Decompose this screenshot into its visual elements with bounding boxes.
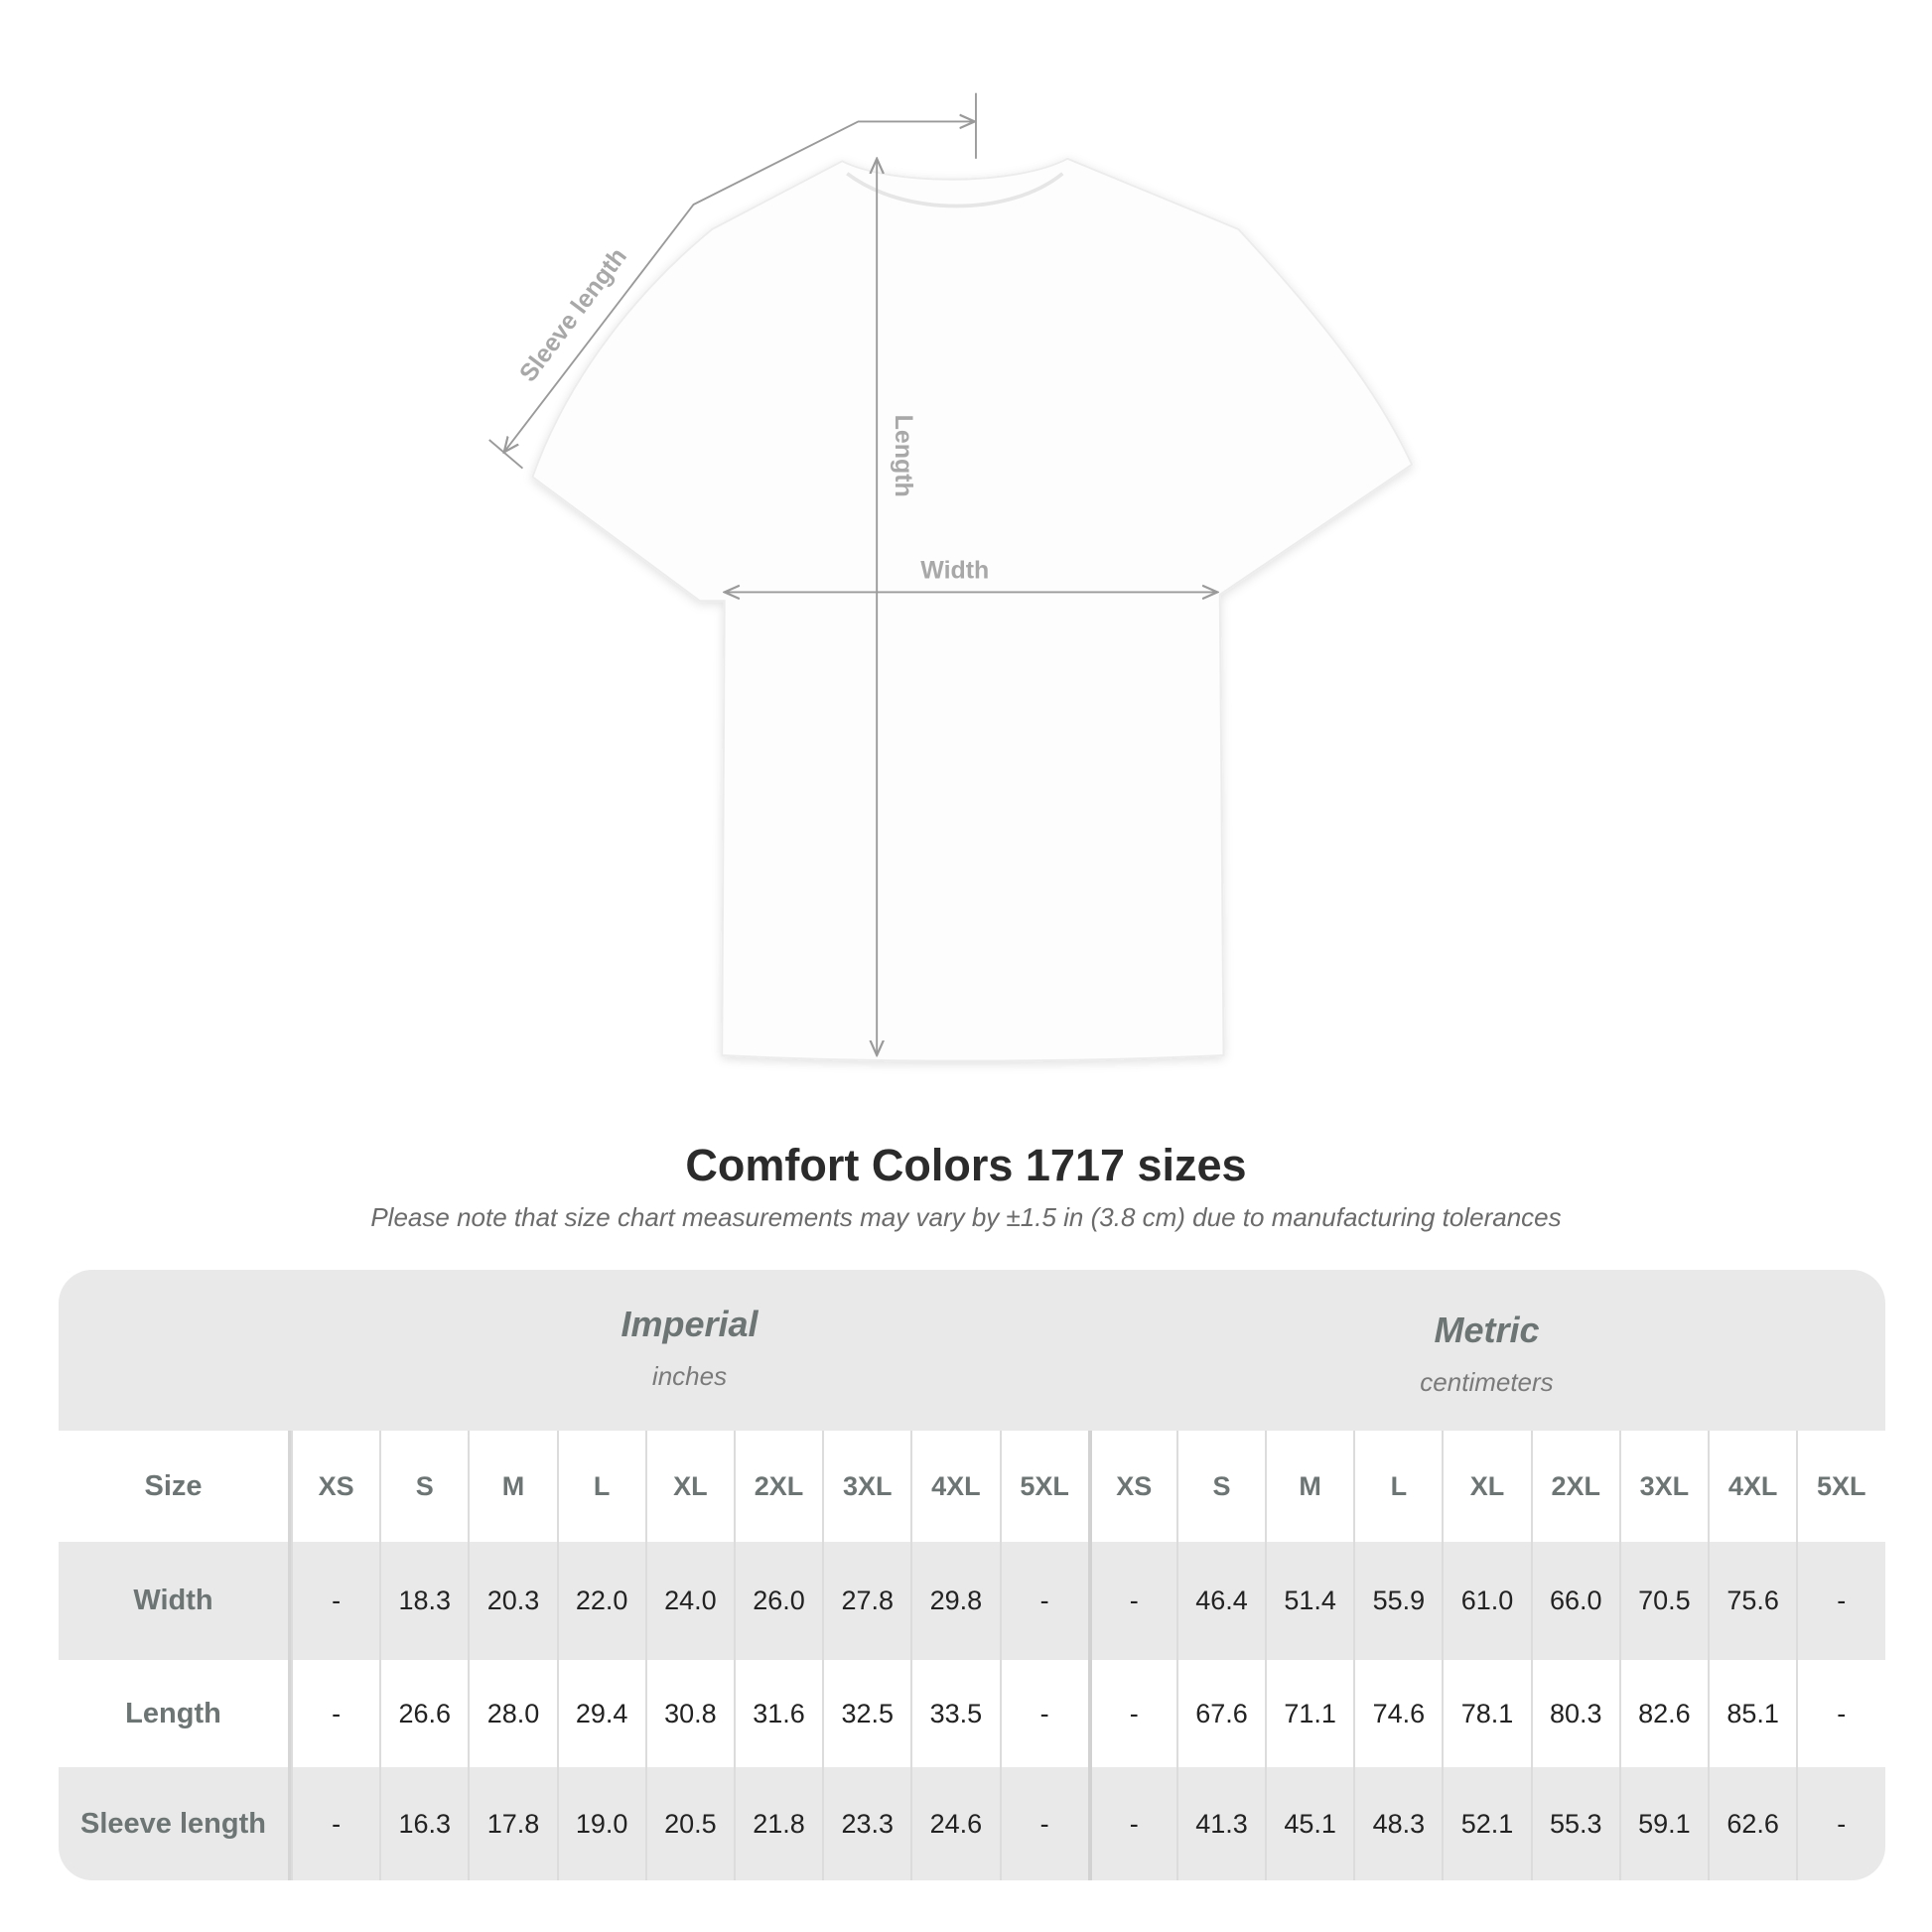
table-row: Length -26.6 28.0 29.4 30.8 31.6 32.5 33.5- -67.…: [59, 1660, 1885, 1767]
imperial-unit: inches: [651, 1361, 728, 1391]
metric-size-s: S: [1175, 1431, 1265, 1542]
metric-unit: centimeters: [1420, 1367, 1554, 1397]
metric-value-s: 41.3: [1175, 1767, 1265, 1880]
chart-title: Comfort Colors 1717 sizes: [685, 1140, 1247, 1190]
tshirt-shape: [531, 157, 1414, 1062]
metric-title: Metric: [1434, 1310, 1540, 1350]
tolerance-note: Please note that size chart measurements…: [370, 1202, 1562, 1232]
metric-value-xl: 78.1: [1442, 1660, 1530, 1767]
metric-value-l: 55.9: [1353, 1542, 1442, 1660]
imperial-value-3xl: 32.5: [822, 1660, 910, 1767]
imperial-value-3xl: 23.3: [822, 1767, 910, 1880]
metric-value-5xl: -: [1796, 1660, 1884, 1767]
metric-size-4xl: 4XL: [1708, 1431, 1796, 1542]
table-row: Sleeve length -16.3 17.8 19.0 20.5 21.8 23.3 24…: [59, 1767, 1885, 1880]
metric-value-xs: -: [1087, 1767, 1176, 1880]
metric-value-s: 46.4: [1175, 1542, 1265, 1660]
metric-value-2xl: 55.3: [1530, 1767, 1619, 1880]
metric-value-s: 67.6: [1175, 1660, 1265, 1767]
metric-value-5xl: -: [1796, 1767, 1884, 1880]
imperial-size-s: S: [379, 1431, 468, 1542]
imperial-value-m: 28.0: [468, 1660, 556, 1767]
metric-value-4xl: 62.6: [1708, 1767, 1796, 1880]
imperial-value-m: 20.3: [468, 1542, 556, 1660]
imperial-value-xl: 20.5: [644, 1767, 734, 1880]
imperial-value-4xl: 29.8: [910, 1542, 999, 1660]
imperial-value-2xl: 26.0: [733, 1542, 822, 1660]
imperial-value-s: 26.6: [379, 1660, 468, 1767]
metric-value-4xl: 75.6: [1708, 1542, 1796, 1660]
imperial-title: Imperial: [621, 1304, 759, 1344]
imperial-value-l: 29.4: [556, 1660, 645, 1767]
imperial-size-xl: XL: [644, 1431, 734, 1542]
imperial-size-2xl: 2XL: [733, 1431, 822, 1542]
imperial-size-l: L: [556, 1431, 645, 1542]
imperial-value-4xl: 24.6: [910, 1767, 999, 1880]
imperial-value-s: 16.3: [379, 1767, 468, 1880]
imperial-value-l: 19.0: [556, 1767, 645, 1880]
sleeve-length-measure: [488, 92, 977, 470]
imperial-value-xl: 24.0: [644, 1542, 734, 1660]
row-label: Length: [59, 1660, 291, 1767]
metric-size-xs: XS: [1087, 1431, 1176, 1542]
row-label: Sleeve length: [59, 1767, 291, 1880]
imperial-value-xs: -: [291, 1767, 379, 1880]
length-label: Length: [890, 415, 917, 497]
metric-value-3xl: 82.6: [1618, 1660, 1708, 1767]
imperial-value-m: 17.8: [468, 1767, 556, 1880]
imperial-size-4xl: 4XL: [910, 1431, 999, 1542]
row-label: Width: [59, 1542, 291, 1660]
imperial-value-4xl: 33.5: [910, 1660, 999, 1767]
imperial-value-2xl: 31.6: [733, 1660, 822, 1767]
table-row: Width -18.3 20.3 22.0 24.0 26.0 27.8 29.8- -46.4…: [59, 1542, 1885, 1660]
metric-value-xl: 52.1: [1442, 1767, 1530, 1880]
metric-value-m: 51.4: [1265, 1542, 1353, 1660]
metric-size-l: L: [1353, 1431, 1442, 1542]
imperial-value-xs: -: [291, 1542, 379, 1660]
metric-value-xs: -: [1087, 1660, 1176, 1767]
metric-header: Metric centimeters: [1088, 1310, 1885, 1470]
imperial-value-xs: -: [291, 1660, 379, 1767]
metric-value-3xl: 59.1: [1618, 1767, 1708, 1880]
metric-value-l: 48.3: [1353, 1767, 1442, 1880]
metric-value-l: 74.6: [1353, 1660, 1442, 1767]
metric-value-m: 71.1: [1265, 1660, 1353, 1767]
size-table: Imperial inches Metric centimeters Size X…: [59, 1270, 1885, 1880]
imperial-value-3xl: 27.8: [822, 1542, 910, 1660]
size-label: Size: [59, 1431, 291, 1542]
imperial-value-5xl: -: [999, 1542, 1088, 1660]
metric-value-5xl: -: [1796, 1542, 1884, 1660]
imperial-size-5xl: 5XL: [999, 1431, 1088, 1542]
imperial-value-5xl: -: [999, 1767, 1088, 1880]
imperial-value-s: 18.3: [379, 1542, 468, 1660]
width-label: Width: [920, 557, 989, 585]
metric-size-5xl: 5XL: [1796, 1431, 1884, 1542]
imperial-size-3xl: 3XL: [822, 1431, 910, 1542]
imperial-value-5xl: -: [999, 1660, 1088, 1767]
metric-value-xl: 61.0: [1442, 1542, 1530, 1660]
tshirt-diagram: Sleeve length Length Width: [488, 92, 1414, 1062]
metric-value-2xl: 66.0: [1530, 1542, 1619, 1660]
imperial-value-l: 22.0: [556, 1542, 645, 1660]
metric-size-xl: XL: [1442, 1431, 1530, 1542]
metric-value-2xl: 80.3: [1530, 1660, 1619, 1767]
metric-value-m: 45.1: [1265, 1767, 1353, 1880]
metric-value-3xl: 70.5: [1618, 1542, 1708, 1660]
imperial-header: Imperial inches: [291, 1304, 1088, 1464]
metric-value-4xl: 85.1: [1708, 1660, 1796, 1767]
metric-size-m: M: [1265, 1431, 1353, 1542]
metric-value-xs: -: [1087, 1542, 1176, 1660]
imperial-value-xl: 30.8: [644, 1660, 734, 1767]
imperial-size-m: M: [468, 1431, 556, 1542]
imperial-size-xs: XS: [291, 1431, 379, 1542]
size-header-row: Size XS S M L XL 2XL 3XL 4XL 5XL XS S M L XL 2XL 3XL 4XL 5…: [59, 1431, 1885, 1542]
imperial-value-2xl: 21.8: [733, 1767, 822, 1880]
metric-size-3xl: 3XL: [1618, 1431, 1708, 1542]
metric-size-2xl: 2XL: [1530, 1431, 1619, 1542]
